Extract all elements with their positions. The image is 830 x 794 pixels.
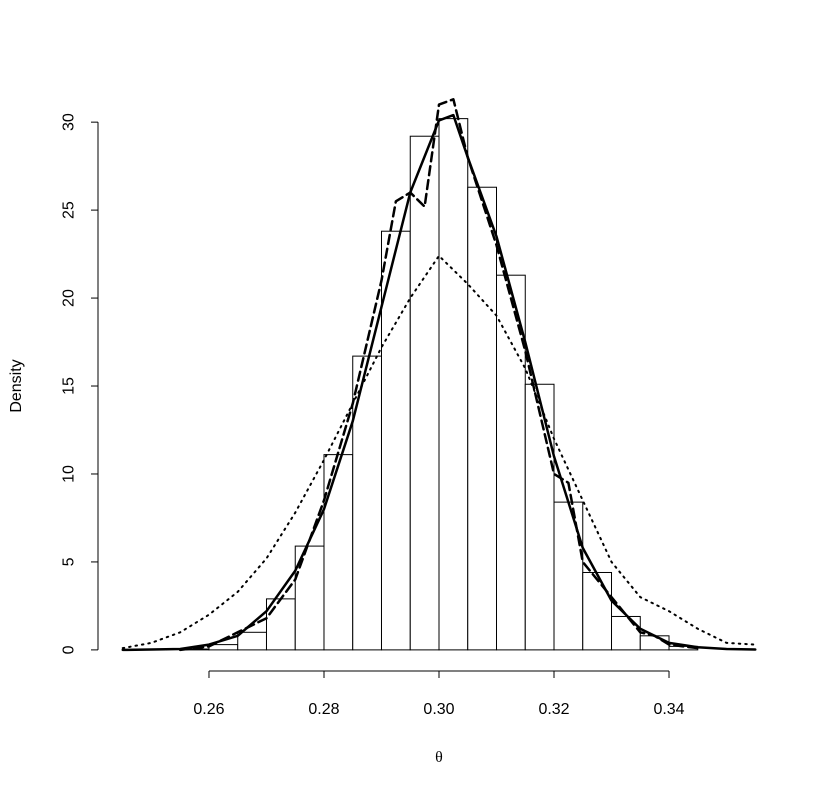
- x-tick-label: 0.34: [653, 701, 684, 718]
- histogram-bar: [380, 230, 411, 651]
- y-tick-label: 20: [61, 289, 78, 307]
- y-tick-label: 15: [61, 377, 78, 395]
- y-axis-label: Density: [8, 359, 25, 412]
- histogram-bar: [524, 383, 555, 651]
- x-tick-label: 0.28: [308, 701, 339, 718]
- histogram-bar: [582, 571, 613, 651]
- y-tick-label: 25: [61, 201, 78, 219]
- histogram-bar: [553, 501, 584, 651]
- density-curve: [121, 254, 757, 650]
- histogram-bar: [496, 274, 526, 651]
- y-tick-label: 0: [61, 645, 78, 654]
- histogram-bar: [611, 615, 641, 651]
- y-tick-label: 5: [61, 557, 78, 566]
- histogram-bar: [438, 118, 469, 651]
- x-tick-label: 0.30: [423, 701, 454, 718]
- x-tick-label: 0.26: [193, 701, 224, 718]
- density-curve: [178, 98, 700, 652]
- histogram-bar: [265, 598, 296, 651]
- histogram-bar: [237, 631, 267, 651]
- density-curve: [121, 113, 757, 652]
- x-axis-label: θ: [435, 749, 443, 766]
- histogram-bar: [409, 135, 440, 651]
- x-tick-label: 0.32: [538, 701, 569, 718]
- y-tick-label: 30: [61, 113, 78, 131]
- y-tick-label: 10: [61, 465, 78, 483]
- histogram-bar: [467, 186, 498, 651]
